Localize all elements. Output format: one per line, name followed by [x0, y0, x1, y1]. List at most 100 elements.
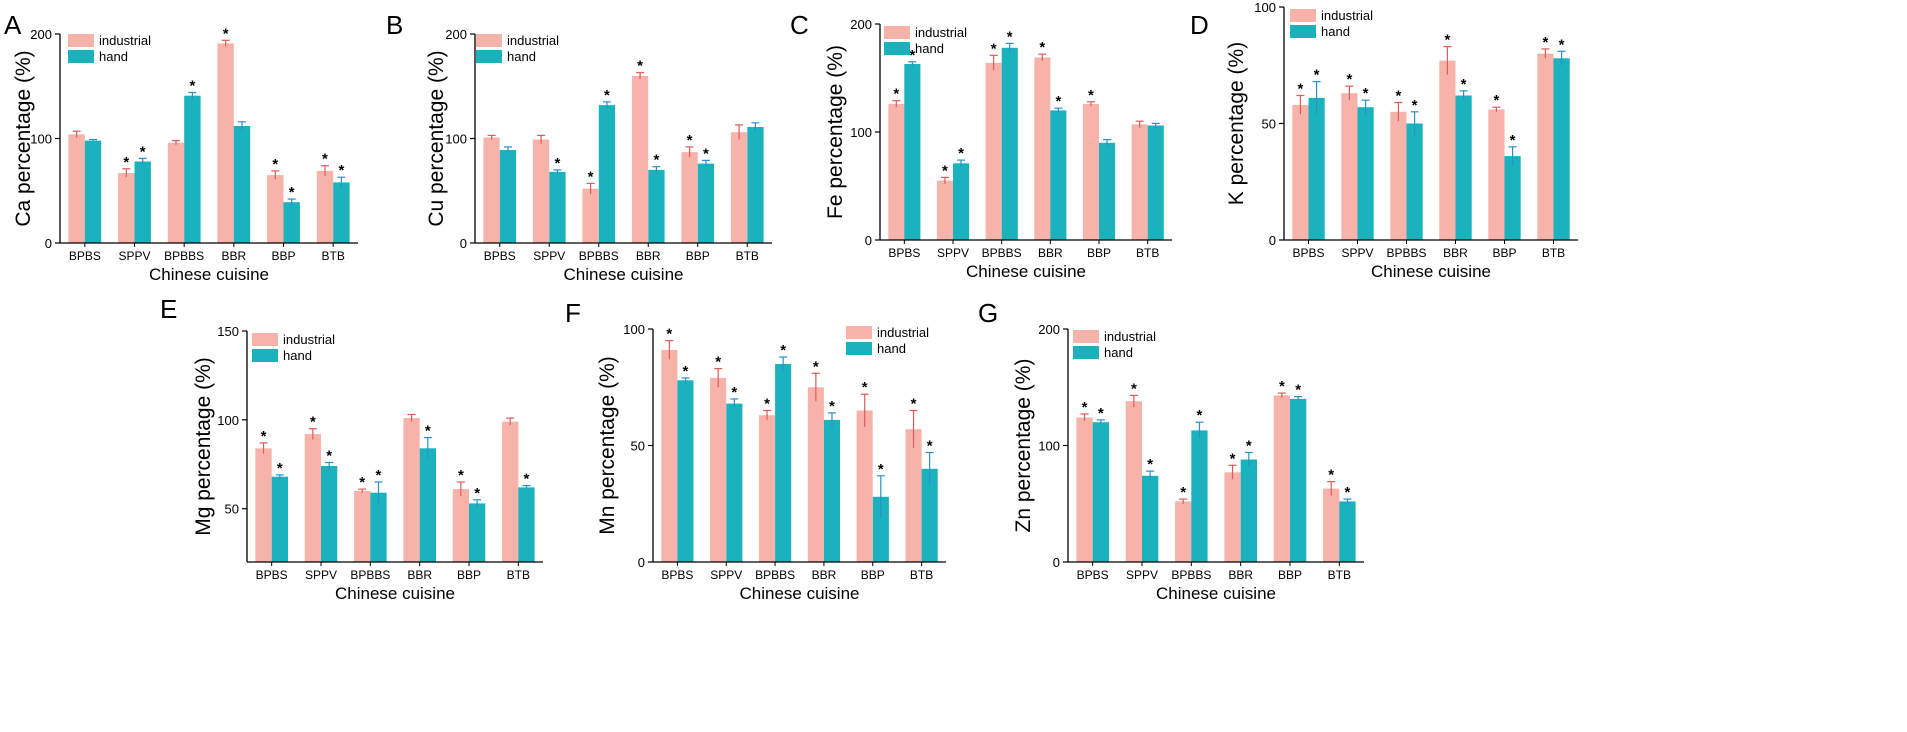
bar-F-industrial-BBR: [807, 387, 824, 563]
sig-star-C-hand-BPBBS: *: [1007, 28, 1013, 45]
x-tick-label-C-BBP: BBP: [1087, 246, 1111, 260]
bar-A-industrial-BPBS: [68, 134, 85, 243]
bar-B-hand-BBR: [648, 169, 665, 243]
x-axis-label-B: Chinese cuisine: [563, 265, 683, 284]
bar-D-industrial-BPBBS: [1390, 111, 1407, 240]
bar-F-industrial-BPBBS: [759, 415, 776, 562]
bar-A-hand-SPPV: [134, 161, 151, 243]
sig-star-E-industrial-BPBBS: *: [359, 474, 365, 491]
x-tick-label-D-BTB: BTB: [1542, 246, 1565, 260]
x-tick-label-E-BBP: BBP: [457, 568, 481, 582]
bar-A-hand-BPBBS: [184, 95, 201, 243]
legend-label-D-hand: hand: [1321, 24, 1350, 39]
x-tick-label-G-BBR: BBR: [1228, 568, 1253, 582]
y-tick-label-B-200: 200: [445, 27, 467, 42]
sig-star-D-hand-BBR: *: [1461, 76, 1467, 93]
bar-E-industrial-BBR: [403, 418, 420, 562]
x-tick-label-D-SPPV: SPPV: [1341, 246, 1373, 260]
sig-star-G-industrial-SPPV: *: [1131, 380, 1137, 397]
y-tick-label-E-150: 150: [217, 324, 239, 339]
legend-swatch-E-industrial: [252, 333, 278, 346]
bar-A-hand-BPBS: [84, 140, 102, 243]
legend-label-D-industrial: industrial: [1321, 8, 1373, 23]
y-tick-label-D-50: 50: [1262, 117, 1276, 132]
sig-star-B-hand-BBP: *: [703, 145, 709, 162]
x-tick-label-F-BPBS: BPBS: [661, 568, 693, 582]
x-tick-label-D-BBR: BBR: [1443, 246, 1468, 260]
bar-E-hand-BBR: [419, 448, 436, 562]
panel-label-B: B: [386, 10, 403, 40]
y-axis-label-E: Mg percentage (%): [192, 357, 215, 536]
x-tick-label-C-BBR: BBR: [1038, 246, 1063, 260]
sig-star-G-industrial-BPBS: *: [1082, 399, 1088, 416]
x-axis-label-E: Chinese cuisine: [335, 584, 455, 603]
y-tick-label-B-0: 0: [460, 236, 467, 251]
legend-label-E-hand: hand: [283, 348, 312, 363]
sig-star-C-hand-BPBS: *: [909, 47, 915, 64]
sig-star-B-industrial-BBR: *: [637, 58, 643, 75]
legend-swatch-A-hand: [68, 50, 94, 63]
sig-star-E-hand-BTB: *: [524, 471, 530, 488]
bar-E-hand-BTB: [518, 487, 535, 562]
sig-star-E-hand-BBR: *: [425, 423, 431, 440]
sig-star-A-hand-BTB: *: [338, 162, 344, 179]
sig-star-A-industrial-SPPV: *: [123, 154, 129, 171]
bar-C-industrial-SPPV: [936, 180, 953, 240]
bar-A-hand-BTB: [333, 182, 350, 243]
bar-A-hand-BBR: [233, 126, 251, 243]
sig-star-C-industrial-SPPV: *: [942, 162, 948, 179]
sig-star-F-hand-BBP: *: [878, 461, 884, 478]
legend-label-C-industrial: industrial: [915, 25, 967, 40]
sig-star-D-hand-SPPV: *: [1363, 85, 1369, 102]
y-tick-label-A-0: 0: [45, 236, 52, 251]
bar-B-industrial-BPBBS: [582, 188, 599, 243]
bar-B-hand-BPBBS: [598, 105, 616, 243]
legend-swatch-A-industrial: [68, 34, 94, 47]
panel-label-E: E: [160, 294, 177, 324]
sig-star-F-industrial-BBP: *: [862, 379, 868, 396]
x-tick-label-E-BPBBS: BPBBS: [350, 568, 390, 582]
sig-star-G-industrial-BBR: *: [1230, 450, 1236, 467]
bar-G-industrial-BPBBS: [1175, 501, 1192, 562]
x-tick-label-E-BPBS: BPBS: [256, 568, 288, 582]
y-tick-label-G-0: 0: [1053, 555, 1060, 570]
x-tick-label-F-BBR: BBR: [812, 568, 837, 582]
sig-star-F-industrial-BBR: *: [813, 358, 819, 375]
bar-C-hand-BTB: [1147, 125, 1164, 240]
legend-label-A-industrial: industrial: [99, 33, 151, 48]
sig-star-A-hand-BBP: *: [289, 184, 295, 201]
bar-A-industrial-BTB: [316, 170, 334, 243]
bar-G-hand-BTB: [1339, 501, 1356, 562]
sig-star-E-industrial-SPPV: *: [310, 414, 316, 431]
bar-D-hand-SPPV: [1357, 107, 1374, 240]
x-tick-label-B-BBP: BBP: [686, 249, 710, 263]
bar-F-hand-SPPV: [726, 403, 743, 562]
bar-C-industrial-BPBBS: [985, 62, 1002, 241]
legend-swatch-F-industrial: [846, 326, 872, 339]
bar-D-industrial-BBP: [1488, 109, 1505, 240]
y-axis-label-F: Mn percentage (%): [596, 356, 619, 535]
x-tick-label-G-BPBBS: BPBBS: [1171, 568, 1211, 582]
sig-star-B-industrial-BPBBS: *: [588, 168, 594, 185]
sig-star-F-industrial-BPBS: *: [666, 326, 672, 343]
bar-C-hand-SPPV: [953, 163, 970, 240]
bar-C-hand-BPBBS: [1001, 47, 1018, 240]
bar-G-industrial-BTB: [1323, 488, 1340, 562]
sig-star-C-industrial-BBR: *: [1039, 39, 1045, 56]
panel-label-C: C: [790, 10, 809, 40]
y-tick-label-A-200: 200: [30, 27, 52, 42]
x-tick-label-A-SPPV: SPPV: [118, 249, 150, 263]
bar-B-industrial-BBP: [681, 152, 698, 243]
bar-C-industrial-BPBS: [888, 103, 905, 241]
x-tick-label-B-SPPV: SPPV: [533, 249, 565, 263]
x-tick-label-B-BPBS: BPBS: [484, 249, 516, 263]
x-tick-label-B-BBR: BBR: [636, 249, 661, 263]
bar-G-industrial-BBR: [1224, 472, 1241, 562]
sig-star-A-hand-BPBBS: *: [189, 78, 195, 95]
bar-F-hand-BBR: [823, 419, 840, 562]
legend-swatch-G-hand: [1073, 346, 1099, 359]
x-axis-label-G: Chinese cuisine: [1156, 584, 1276, 603]
bar-A-industrial-BBP: [267, 175, 284, 243]
x-tick-label-G-BBP: BBP: [1278, 568, 1302, 582]
